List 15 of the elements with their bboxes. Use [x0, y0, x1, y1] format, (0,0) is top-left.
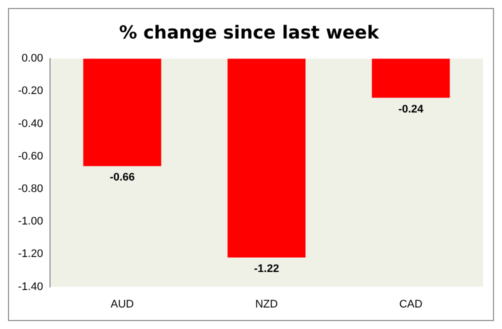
x-tick-label: AUD [110, 298, 134, 310]
y-tick-label: -1.40 [18, 280, 44, 293]
data-label: -1.22 [254, 262, 280, 275]
chart-title: % change since last week [119, 22, 380, 44]
y-tick-label: -0.20 [18, 85, 44, 98]
data-label: -0.66 [110, 172, 135, 184]
data-label: -0.24 [398, 103, 424, 116]
y-tick-label: -0.80 [18, 183, 44, 196]
x-tick-label: CAD [399, 298, 423, 310]
y-tick-label: -0.60 [18, 150, 44, 162]
x-tick-label: NZD [255, 298, 278, 310]
y-tick-label: -0.40 [18, 118, 44, 130]
y-tick-label: -1.20 [18, 248, 44, 260]
y-tick-label: 0.00 [22, 52, 44, 65]
y-tick-label: -1.00 [18, 216, 44, 228]
